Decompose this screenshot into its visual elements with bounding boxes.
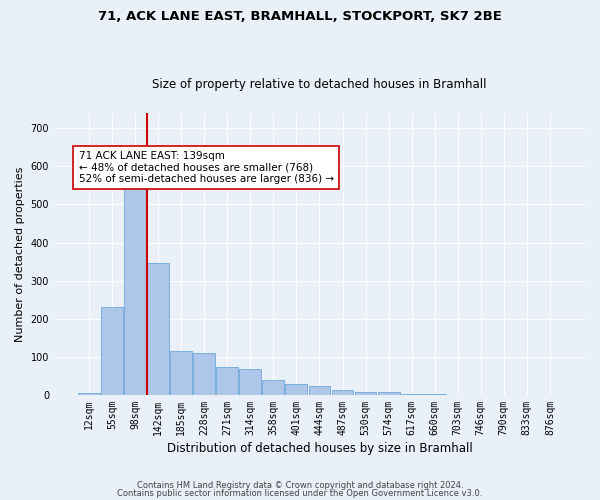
Bar: [147, 264, 169, 395]
Bar: [286, 384, 307, 395]
Bar: [239, 369, 261, 395]
Bar: [332, 390, 353, 395]
Bar: [262, 380, 284, 395]
Text: 71, ACK LANE EAST, BRAMHALL, STOCKPORT, SK7 2BE: 71, ACK LANE EAST, BRAMHALL, STOCKPORT, …: [98, 10, 502, 23]
Text: Contains public sector information licensed under the Open Government Licence v3: Contains public sector information licen…: [118, 488, 482, 498]
Bar: [401, 394, 422, 395]
Text: Contains HM Land Registry data © Crown copyright and database right 2024.: Contains HM Land Registry data © Crown c…: [137, 481, 463, 490]
Bar: [193, 353, 215, 395]
Bar: [308, 386, 331, 395]
Bar: [101, 308, 123, 395]
Bar: [78, 393, 100, 395]
Bar: [355, 392, 376, 395]
Y-axis label: Number of detached properties: Number of detached properties: [15, 166, 25, 342]
Bar: [377, 392, 400, 395]
Bar: [170, 351, 192, 395]
Bar: [217, 367, 238, 395]
Bar: [424, 394, 446, 395]
Text: 71 ACK LANE EAST: 139sqm
← 48% of detached houses are smaller (768)
52% of semi-: 71 ACK LANE EAST: 139sqm ← 48% of detach…: [79, 151, 334, 184]
X-axis label: Distribution of detached houses by size in Bramhall: Distribution of detached houses by size …: [167, 442, 472, 455]
Title: Size of property relative to detached houses in Bramhall: Size of property relative to detached ho…: [152, 78, 487, 91]
Bar: [124, 151, 146, 395]
